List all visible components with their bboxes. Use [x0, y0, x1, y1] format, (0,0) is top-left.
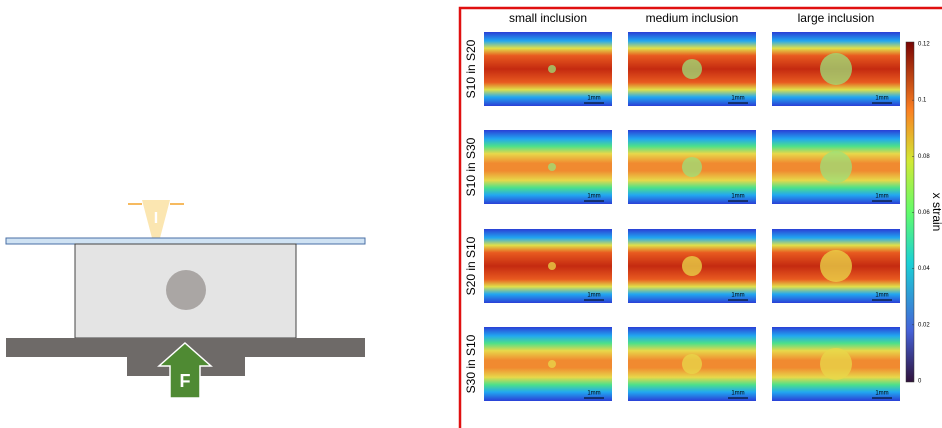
colorbar-tick-label: 0.04: [918, 266, 930, 272]
inclusion-region: [682, 256, 702, 276]
colorbar-tick-label: 0.12: [918, 42, 930, 48]
colorbar-tick-label: 0.08: [918, 154, 930, 160]
column-title: medium inclusion: [646, 11, 739, 25]
inclusion-region: [682, 157, 702, 177]
row-label: S10 in S30: [464, 137, 478, 196]
row-label: S20 in S10: [464, 236, 478, 295]
scale-bar-label: 1mm: [875, 96, 888, 102]
scale-bar-label: 1mm: [587, 293, 600, 299]
scale-bar-label: 1mm: [587, 96, 600, 102]
colorbar-tick-label: 0.02: [918, 322, 930, 328]
inclusion-region: [820, 151, 852, 183]
force-arrow: [157, 341, 213, 399]
scale-bar-label: 1mm: [587, 194, 600, 200]
inclusion-region: [820, 348, 852, 380]
inclusion-region: [548, 360, 556, 368]
scale-bar-label: 1mm: [875, 293, 888, 299]
glass-plate: [5, 237, 366, 245]
indenter-label: I: [154, 210, 158, 227]
colorbar-tick-label: 0: [918, 379, 922, 385]
setup-schematic: I F: [5, 200, 366, 399]
scale-bar-label: 1mm: [731, 194, 744, 200]
scale-bar-label: 1mm: [587, 391, 600, 397]
row-label: S10 in S20: [464, 39, 478, 98]
colorbar-tick-label: 0.1: [918, 98, 927, 104]
colorbar: [905, 41, 915, 383]
column-title: small inclusion: [509, 11, 587, 25]
inclusion-region: [548, 65, 556, 73]
scale-bar-label: 1mm: [731, 96, 744, 102]
inclusion-region: [820, 53, 852, 85]
column-title: large inclusion: [798, 11, 875, 25]
row-label: S30 in S10: [464, 334, 478, 393]
scale-bar-label: 1mm: [731, 391, 744, 397]
force-label: F: [180, 371, 191, 391]
frame: [458, 6, 942, 428]
inclusion: [166, 270, 206, 310]
colorbar-tick-label: 0.06: [918, 210, 930, 216]
scale-bar-label: 1mm: [875, 194, 888, 200]
inclusion-region: [682, 59, 702, 79]
inclusion-region: [548, 163, 556, 171]
inclusion-region: [682, 354, 702, 374]
light-cone: [142, 200, 170, 238]
scale-bar-label: 1mm: [731, 293, 744, 299]
inclusion-region: [548, 262, 556, 270]
colorbar-label: x strain: [930, 193, 942, 232]
scale-bar-label: 1mm: [875, 391, 888, 397]
inclusion-region: [820, 250, 852, 282]
